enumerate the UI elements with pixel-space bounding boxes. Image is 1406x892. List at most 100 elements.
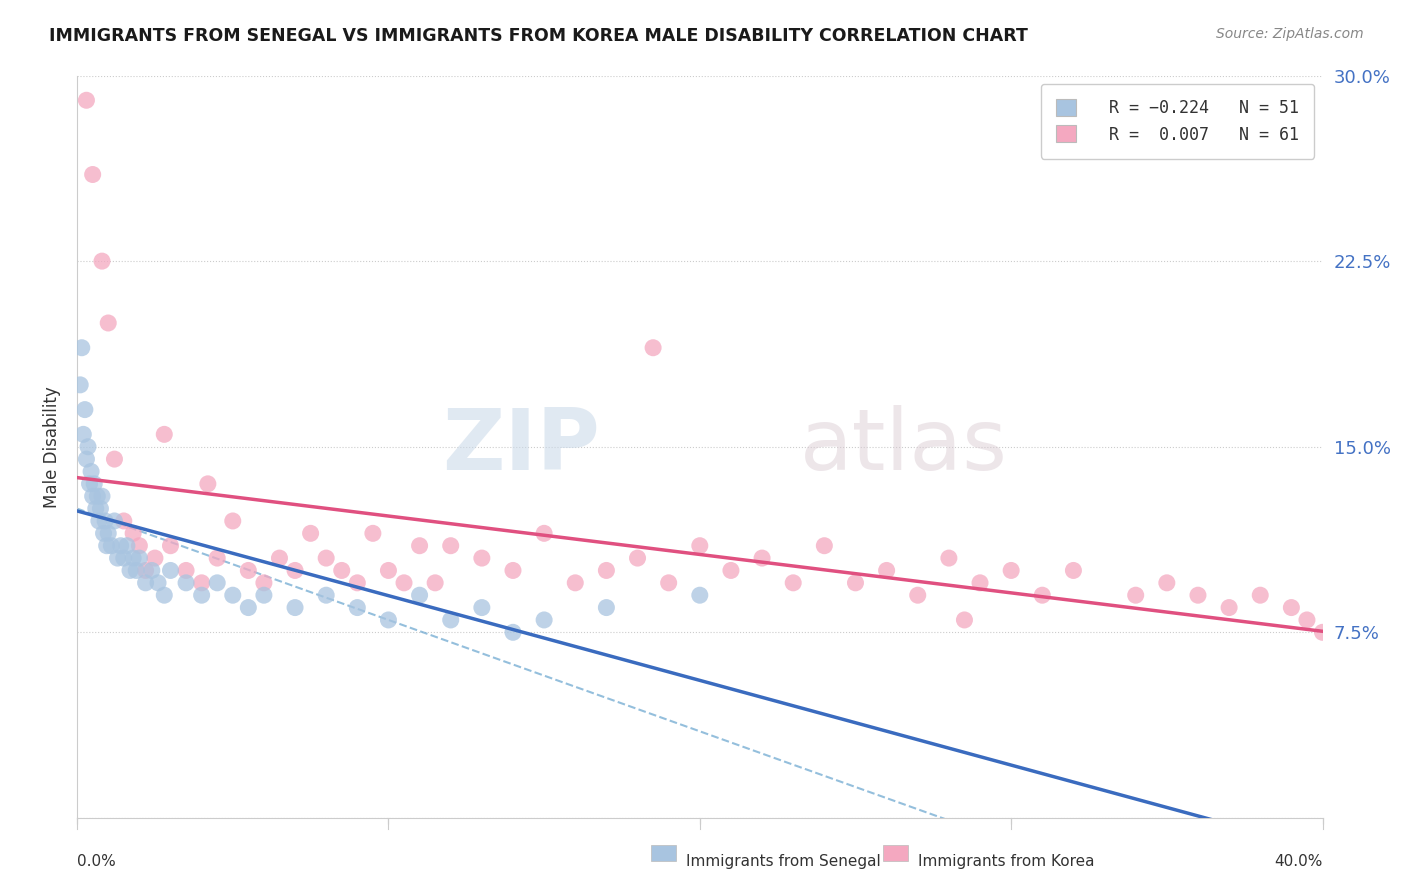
Point bbox=[141, 564, 163, 578]
Point bbox=[159, 564, 181, 578]
Point bbox=[440, 539, 463, 553]
Point bbox=[751, 551, 773, 566]
Point bbox=[174, 575, 197, 590]
Point bbox=[1218, 600, 1240, 615]
Point bbox=[658, 575, 681, 590]
Point bbox=[70, 341, 93, 355]
Point bbox=[112, 514, 135, 528]
Point bbox=[122, 526, 145, 541]
Point bbox=[423, 575, 446, 590]
Point bbox=[82, 489, 104, 503]
Point bbox=[89, 501, 111, 516]
Point bbox=[205, 575, 228, 590]
Point bbox=[238, 564, 260, 578]
Point bbox=[346, 575, 368, 590]
Point bbox=[720, 564, 742, 578]
Point bbox=[115, 539, 138, 553]
Point bbox=[146, 575, 169, 590]
Point bbox=[128, 539, 150, 553]
Point bbox=[82, 168, 104, 182]
Point bbox=[1312, 625, 1334, 640]
Point bbox=[253, 588, 276, 602]
Point bbox=[1062, 564, 1084, 578]
Point bbox=[471, 551, 494, 566]
Point bbox=[197, 476, 219, 491]
Point bbox=[135, 564, 157, 578]
Point bbox=[782, 575, 804, 590]
Point bbox=[408, 588, 430, 602]
Point bbox=[69, 377, 91, 392]
Point bbox=[84, 501, 107, 516]
Point bbox=[440, 613, 463, 627]
Point bbox=[112, 551, 135, 566]
Text: IMMIGRANTS FROM SENEGAL VS IMMIGRANTS FROM KOREA MALE DISABILITY CORRELATION CHA: IMMIGRANTS FROM SENEGAL VS IMMIGRANTS FR… bbox=[49, 27, 1028, 45]
Point bbox=[107, 551, 129, 566]
Point bbox=[100, 539, 122, 553]
Point bbox=[284, 600, 307, 615]
Point bbox=[75, 93, 97, 107]
Point bbox=[103, 514, 125, 528]
Point bbox=[153, 588, 176, 602]
Point bbox=[1279, 600, 1302, 615]
Point bbox=[1187, 588, 1209, 602]
Point bbox=[77, 440, 100, 454]
Point bbox=[93, 526, 115, 541]
Text: Immigrants from Senegal: Immigrants from Senegal bbox=[686, 854, 880, 869]
Point bbox=[125, 564, 148, 578]
Point bbox=[159, 539, 181, 553]
Text: 40.0%: 40.0% bbox=[1274, 854, 1323, 869]
Point bbox=[533, 613, 555, 627]
Point bbox=[205, 551, 228, 566]
Point bbox=[689, 539, 711, 553]
Point bbox=[72, 427, 94, 442]
Point bbox=[564, 575, 586, 590]
Point bbox=[91, 254, 114, 268]
Point bbox=[408, 539, 430, 553]
Point bbox=[689, 588, 711, 602]
Point bbox=[1296, 613, 1319, 627]
Point bbox=[361, 526, 384, 541]
Point bbox=[1031, 588, 1053, 602]
Point bbox=[75, 452, 97, 467]
Point bbox=[626, 551, 648, 566]
Point bbox=[143, 551, 166, 566]
Point bbox=[190, 588, 212, 602]
Point bbox=[595, 600, 617, 615]
Point bbox=[643, 341, 665, 355]
Point bbox=[110, 539, 132, 553]
Point bbox=[94, 514, 117, 528]
Point bbox=[1156, 575, 1178, 590]
Point bbox=[1125, 588, 1147, 602]
Point bbox=[153, 427, 176, 442]
Text: atlas: atlas bbox=[800, 405, 1008, 488]
Point bbox=[595, 564, 617, 578]
Point bbox=[813, 539, 835, 553]
Point bbox=[118, 564, 141, 578]
Text: ZIP: ZIP bbox=[443, 405, 600, 488]
Point bbox=[86, 489, 108, 503]
Point bbox=[969, 575, 991, 590]
Point bbox=[269, 551, 291, 566]
Point bbox=[502, 625, 524, 640]
Point bbox=[97, 526, 120, 541]
Point bbox=[938, 551, 960, 566]
Text: Immigrants from Korea: Immigrants from Korea bbox=[918, 854, 1094, 869]
Point bbox=[876, 564, 898, 578]
Point bbox=[377, 613, 399, 627]
Point bbox=[844, 575, 866, 590]
Point bbox=[87, 514, 110, 528]
Point bbox=[533, 526, 555, 541]
Point bbox=[1000, 564, 1022, 578]
Point bbox=[80, 465, 103, 479]
Point bbox=[222, 588, 245, 602]
Point bbox=[1249, 588, 1271, 602]
Point bbox=[392, 575, 415, 590]
Y-axis label: Male Disability: Male Disability bbox=[44, 386, 60, 508]
Point bbox=[346, 600, 368, 615]
Point bbox=[190, 575, 212, 590]
Point bbox=[91, 489, 114, 503]
Point bbox=[315, 551, 337, 566]
Point bbox=[315, 588, 337, 602]
Point bbox=[284, 564, 307, 578]
Text: Source: ZipAtlas.com: Source: ZipAtlas.com bbox=[1216, 27, 1364, 41]
